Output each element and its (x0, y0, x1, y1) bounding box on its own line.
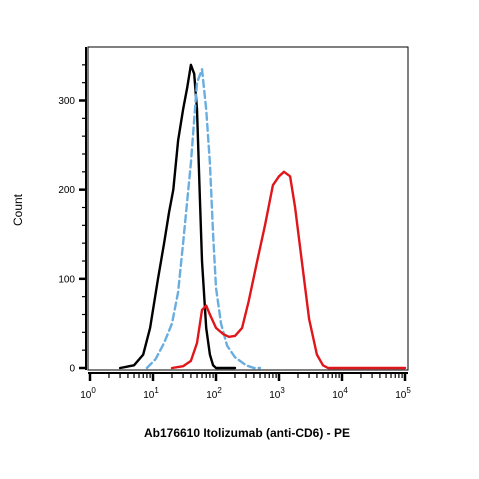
x-axis-title: Ab176610 Itolizumab (anti-CD6) - PE (144, 426, 350, 440)
y-tick-label: 0 (69, 364, 75, 375)
y-axis: 0 100 200 300 (58, 47, 87, 375)
x-axis: 100 101 102 103 104 105 (80, 372, 411, 401)
x-tick-label: 105 (395, 386, 411, 401)
series-line-1 (145, 68, 262, 370)
x-tick-label: 104 (332, 386, 348, 401)
y-axis-title: Count (11, 193, 25, 226)
y-tick-label: 200 (58, 185, 75, 196)
series-layer (118, 63, 407, 370)
y-tick-label: 300 (58, 96, 75, 107)
series-line-2 (170, 170, 407, 370)
x-tick-label: 102 (206, 386, 222, 401)
series-line-0 (118, 63, 237, 370)
x-tick-label: 101 (143, 386, 159, 401)
y-tick-label: 100 (58, 274, 75, 285)
plot-frame (87, 46, 409, 371)
x-tick-label: 100 (80, 386, 96, 401)
x-tick-label: 103 (269, 386, 285, 401)
